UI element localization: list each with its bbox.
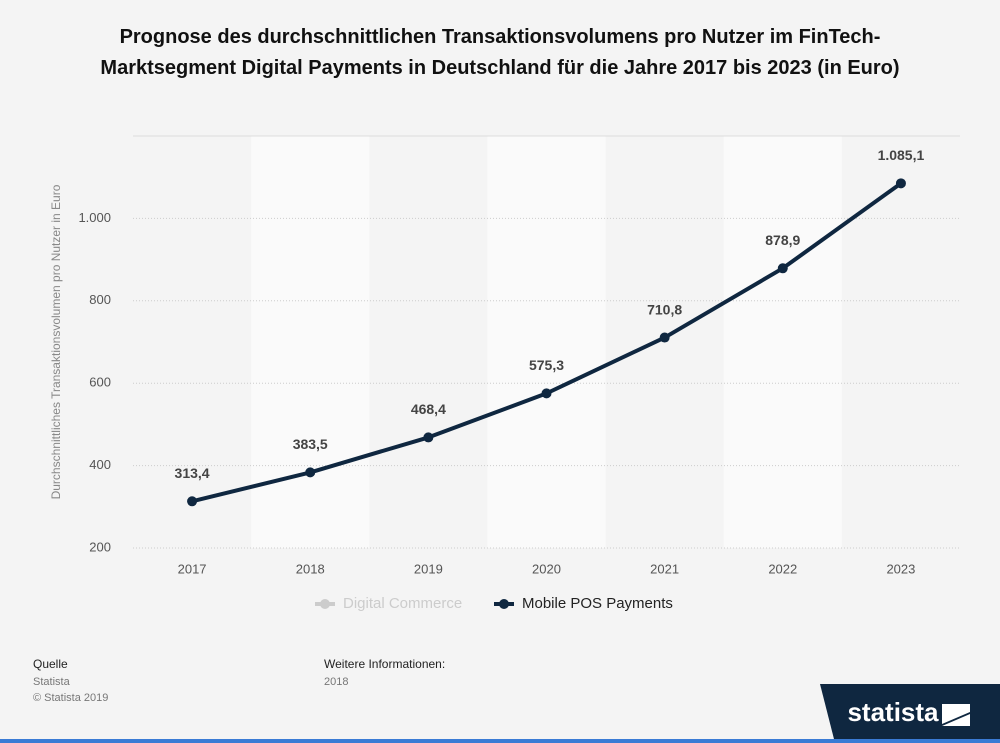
y-tick-label: 200 (89, 539, 111, 554)
band (723, 136, 842, 548)
value-label: 575,3 (529, 357, 564, 373)
value-label: 468,4 (411, 401, 446, 417)
logo-icon (942, 704, 970, 726)
point (423, 432, 434, 443)
point (895, 178, 906, 189)
legend-label: Mobile POS Payments (522, 595, 673, 612)
point (305, 467, 316, 478)
value-label: 313,4 (175, 465, 210, 481)
x-tick-label: 2023 (886, 561, 915, 576)
y-tick-label: 400 (89, 457, 111, 472)
x-tick-label: 2018 (296, 561, 325, 576)
y-tick-label: 600 (89, 375, 111, 390)
band (251, 136, 370, 548)
x-tick-label: 2017 (178, 561, 207, 576)
bottom-bar (0, 739, 1000, 743)
x-tick-label: 2020 (532, 561, 561, 576)
logo: statista (847, 697, 939, 727)
y-axis-label: Durchschnittliches Transaktionsvolumen p… (49, 184, 63, 499)
value-label: 878,9 (765, 232, 800, 248)
source-title: Quelle (33, 657, 68, 671)
x-tick-label: 2021 (650, 561, 679, 576)
point (541, 388, 552, 399)
copyright: © Statista 2019 (33, 692, 109, 704)
value-label: 383,5 (293, 436, 328, 452)
legend-label: Digital Commerce (343, 595, 462, 612)
y-tick-label: 800 (89, 292, 111, 307)
legend-marker (499, 599, 509, 609)
legend-marker (320, 599, 330, 609)
value-label: 710,8 (647, 301, 682, 317)
source: Statista (33, 676, 70, 688)
point (187, 496, 198, 507)
point (777, 263, 788, 274)
logo-background (820, 684, 1000, 743)
info-title: Weitere Informationen: (324, 657, 446, 671)
value-label: 1.085,1 (878, 147, 925, 163)
x-tick-label: 2019 (414, 561, 443, 576)
x-tick-label: 2022 (768, 561, 797, 576)
chart-title: Prognose des durchschnittlichen Transakt… (100, 26, 900, 79)
y-tick-label: 1.000 (78, 210, 111, 225)
band (487, 136, 606, 548)
info: 2018 (324, 676, 349, 688)
point (659, 332, 670, 343)
